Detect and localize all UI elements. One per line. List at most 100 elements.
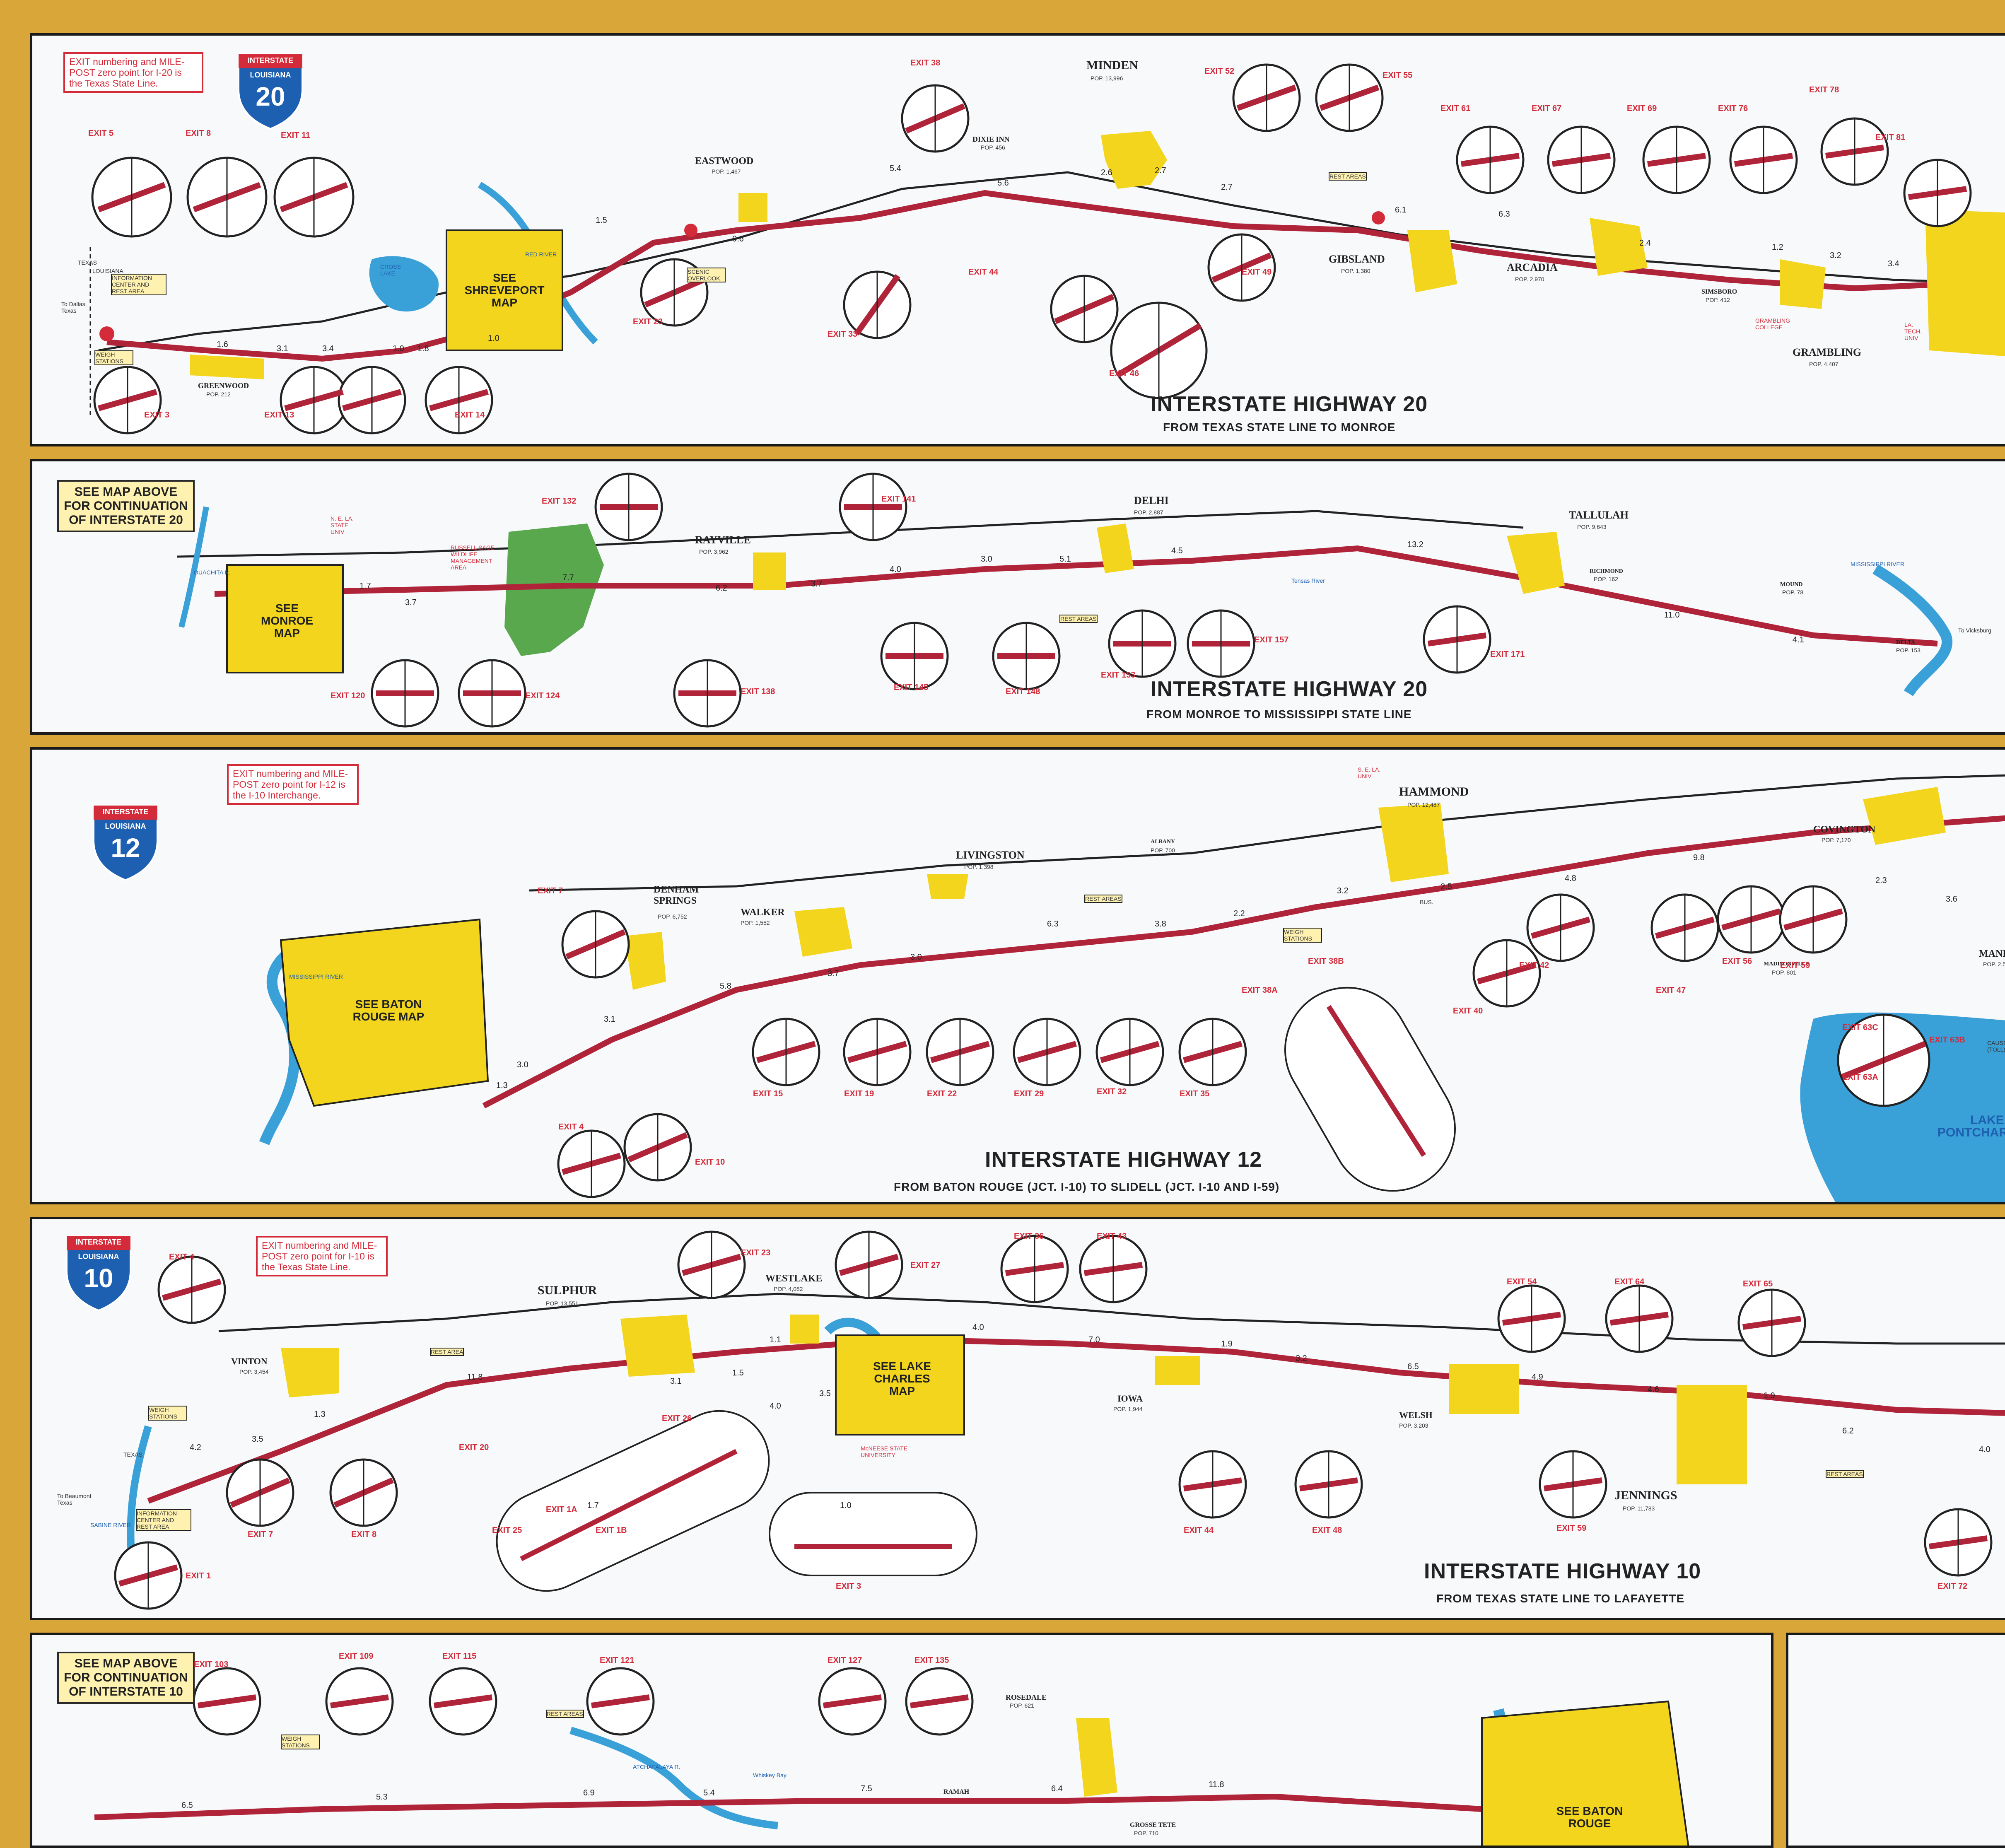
exit-label: EXIT 115 <box>442 1652 477 1661</box>
mileage: 3.2 <box>1830 251 1841 260</box>
pop-jennings: POP. 11,783 <box>1623 1505 1655 1512</box>
mileage: 9.6 <box>732 234 744 244</box>
pop-welsh: POP. 3,203 <box>1399 1422 1428 1429</box>
city-greenwood: GREENWOOD <box>198 381 249 390</box>
mileage: 5.8 <box>720 982 731 991</box>
i10-shield-state: LOUISIANA <box>78 1252 119 1261</box>
mileage: 4.2 <box>190 1443 201 1452</box>
lake-pontchartrain-label: LAKE PONTCHARTRAIN <box>1937 1113 2005 1139</box>
exit-label: EXIT 13 <box>264 410 294 420</box>
exit-label: EXIT 22 <box>927 1089 957 1098</box>
exit-label: EXIT 44 <box>968 268 999 277</box>
exit-label: EXIT 46 <box>1109 369 1139 378</box>
mileage: 3.4 <box>322 344 334 353</box>
mileage: 5.1 <box>1059 555 1071 564</box>
exit-label: EXIT 127 <box>828 1656 862 1665</box>
pop-hammond: POP. 12,487 <box>1407 801 1440 808</box>
i12-shield-icon: INTERSTATE LOUISIANA 12 <box>90 803 161 882</box>
i12-shield-state: LOUISIANA <box>105 822 146 830</box>
pop-iowa: POP. 1,944 <box>1113 1406 1143 1412</box>
mileage: 4.5 <box>1171 546 1183 555</box>
mileage: 1.7 <box>360 581 371 591</box>
exit-label: EXIT 121 <box>600 1656 635 1665</box>
city-simsboro: SIMSBORO <box>1701 288 1737 295</box>
mileage: 1.0 <box>488 334 499 343</box>
pop-tallulah: POP. 9,643 <box>1577 524 1607 530</box>
mileage: 1.3 <box>314 1410 326 1419</box>
exit-label: EXIT 4 <box>558 1122 584 1131</box>
city-minden: MINDEN <box>1086 58 1138 72</box>
panel1-map-drawing <box>89 63 2005 434</box>
bus-label: BUS. <box>1420 899 1433 905</box>
pop-rosedale: POP. 621 <box>1010 1702 1034 1709</box>
causeway-label: CAUSEWAY (TOLL) <box>1987 1040 2005 1053</box>
mileage: 3.2 <box>1296 1354 1307 1363</box>
mileage: 6.9 <box>583 1788 595 1797</box>
weigh-stations-label: WEIGH STATIONS <box>1283 928 1322 943</box>
pop-gibsland: POP. 1,380 <box>1341 268 1370 274</box>
exit-label: EXIT 23 <box>633 317 663 326</box>
city-dixie-inn: DIXIE INN <box>972 135 1010 143</box>
exit-label: EXIT 65 <box>1743 1279 1773 1288</box>
ouachita-river-label: OUACHITA R. <box>194 569 231 576</box>
lake-charles-map-label: SEE LAKE CHARLES MAP <box>873 1360 931 1397</box>
pop-eastwood: POP. 1,467 <box>712 168 741 175</box>
mileage: 3.7 <box>811 579 823 589</box>
exit-label: EXIT 44 <box>1184 1526 1214 1535</box>
mileage: 4.1 <box>1793 635 1804 644</box>
exit-label: EXIT 64 <box>1614 1277 1645 1286</box>
exit-label: EXIT 20 <box>459 1443 489 1452</box>
exit-label: EXIT 5 <box>88 129 114 138</box>
pop-denham-springs: POP. 6,752 <box>658 913 687 920</box>
mileage: 11.8 <box>1209 1780 1224 1789</box>
mileage: 4.0 <box>972 1323 984 1332</box>
mileage: 1.8 <box>417 344 429 353</box>
info-center-label: INFORMATION CENTER AND REST AREA <box>136 1509 191 1531</box>
pop-grambling: POP. 4,407 <box>1809 361 1839 367</box>
mileage: 3.8 <box>1155 919 1166 929</box>
mileage: 2.5 <box>1440 882 1452 891</box>
exit-label: EXIT 103 <box>194 1660 229 1669</box>
city-welsh: WELSH <box>1399 1410 1433 1420</box>
i20-shield-state: LOUISIANA <box>250 71 291 79</box>
panel-i10-east: SEE MAP ABOVE FOR CONTINUATION OF INTERS… <box>30 1633 1773 1848</box>
pop-rayville: POP. 3,962 <box>699 548 729 555</box>
exit-label: EXIT 120 <box>331 691 365 700</box>
pop-walker: POP. 1,552 <box>741 919 770 926</box>
i12-shield-top: INTERSTATE <box>102 808 149 816</box>
louisiana-label: LOUISIANA <box>92 268 123 274</box>
mileage: 6.4 <box>1051 1784 1063 1793</box>
pop-simsboro: POP. 412 <box>1706 297 1730 303</box>
i12-subtitle: FROM BATON ROUGE (JCT. I-10) TO SLIDELL … <box>894 1180 1280 1193</box>
exit-label: EXIT 1 <box>186 1571 211 1580</box>
i20-east-subtitle: FROM MONROE TO MISSISSIPPI STATE LINE <box>1146 708 1412 721</box>
city-rayville: RAYVILLE <box>695 534 751 546</box>
rest-areas-label: REST AREAS <box>1329 172 1367 181</box>
monroe-map-label: SEE MONROE MAP <box>261 602 313 639</box>
mileage: 3.4 <box>1888 259 1899 268</box>
to-beaumont-label: To Beaumont Texas <box>57 1493 92 1506</box>
exit-label: EXIT 36 <box>1014 1232 1044 1241</box>
weigh-stations-label: WEIGH STATIONS <box>148 1406 187 1421</box>
i10-numbering-note: EXIT numbering and MILE-POST zero point … <box>256 1236 388 1276</box>
exit-label: EXIT 171 <box>1490 650 1525 659</box>
city-livingston: LIVINGSTON <box>956 849 1025 861</box>
exit-label: EXIT 148 <box>1006 687 1040 696</box>
mileage: 3.7 <box>405 598 417 607</box>
mileage: 1.3 <box>496 1081 508 1090</box>
exit-label: EXIT 52 <box>1204 67 1235 76</box>
exit-label: EXIT 76 <box>1718 104 1748 113</box>
panel-i20-east: SEE MAP ABOVE FOR CONTINUATION OF INTERS… <box>30 459 2005 735</box>
mcneese-label: McNEESE STATE UNIVERSITY <box>861 1445 908 1458</box>
mileage: 1.6 <box>217 340 228 349</box>
exit-label: EXIT 42 <box>1519 961 1549 970</box>
panel-i12: EXIT numbering and MILE-POST zero point … <box>30 747 2005 1204</box>
panel3-map-drawing <box>259 774 2005 1202</box>
info-center-label: INFORMATION CENTER AND REST AREA <box>111 274 166 295</box>
whiskey-bay-label: Whiskey Bay <box>753 1772 787 1778</box>
exit-label: EXIT 38 <box>910 58 941 68</box>
i10-shield-number: 10 <box>84 1263 113 1293</box>
mileage: 2.2 <box>1233 909 1245 918</box>
mileage: 3.0 <box>910 953 922 962</box>
